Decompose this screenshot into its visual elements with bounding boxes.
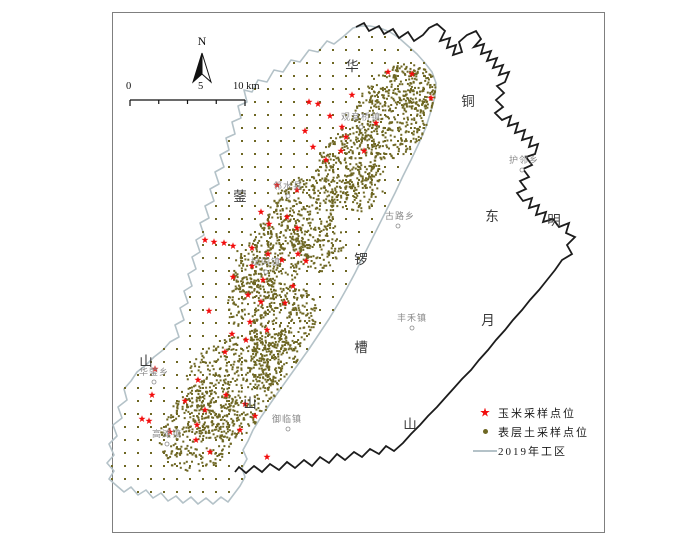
mountain-label-char: 槽 (354, 340, 368, 355)
mountain-label-char: 山 (243, 396, 257, 411)
scale-label-5: 5 (198, 81, 204, 92)
corn-sample-points (138, 68, 435, 460)
town-marker (409, 325, 415, 331)
north-arrow-icon (191, 52, 213, 84)
mountain-label-char: 山 (139, 354, 153, 369)
mountain-label-char: 蓥 (233, 189, 247, 204)
scale-label-10km: 10 km (233, 81, 260, 92)
mountain-label-char: 山 (403, 417, 417, 432)
legend-label-corn: 玉米采样点位 (498, 407, 576, 420)
mountain-label-char: 锣 (354, 252, 368, 267)
mountain-label-char: 月 (481, 313, 495, 328)
map-frame (112, 12, 605, 533)
town-marker (285, 426, 291, 432)
town-marker (358, 124, 364, 130)
legend-item-corn: 玉米采样点位 (472, 403, 589, 422)
town-marker (395, 223, 401, 229)
workarea-line-icon (472, 449, 498, 452)
town-label: 护邻乡 (509, 154, 539, 165)
town-label: 观音桥镇 (341, 111, 381, 122)
mountain-label-char: 东 (485, 209, 499, 224)
legend-item-workarea: 2019年工区 (472, 441, 589, 460)
corn-star-icon (472, 407, 498, 418)
town-label: 御临镇 (272, 413, 302, 424)
scale-label-0: 0 (126, 81, 132, 92)
town-marker (164, 441, 170, 447)
mountain-label-char: 华 (345, 59, 359, 74)
legend-item-soil: 表层土采样点位 (472, 422, 589, 441)
scale-bar (129, 99, 246, 106)
town-label: 华蓥乡 (139, 366, 169, 377)
legend-label-soil: 表层土采样点位 (498, 426, 589, 439)
town-label: 坛同镇 (251, 256, 281, 267)
mountain-label-char: 明 (547, 213, 561, 228)
soil-sample-points (158, 63, 437, 472)
soil-dot-icon (472, 429, 498, 434)
town-label: 邻水县 (273, 180, 303, 191)
town-marker (519, 167, 525, 173)
town-label: 丰禾镇 (397, 312, 427, 323)
county-boundary (234, 21, 577, 475)
legend: 玉米采样点位 表层土采样点位 2019年工区 (472, 403, 589, 460)
work-area-boundary-2019 (106, 25, 437, 505)
town-marker (263, 269, 269, 275)
north-arrow-label: N (197, 34, 207, 48)
legend-label-workarea: 2019年工区 (498, 445, 567, 458)
town-label: 高滩镇 (152, 428, 182, 439)
mountain-label-char: 铜 (461, 94, 475, 109)
town-marker (151, 379, 157, 385)
town-marker (285, 193, 291, 199)
town-label: 古路乡 (385, 210, 415, 221)
